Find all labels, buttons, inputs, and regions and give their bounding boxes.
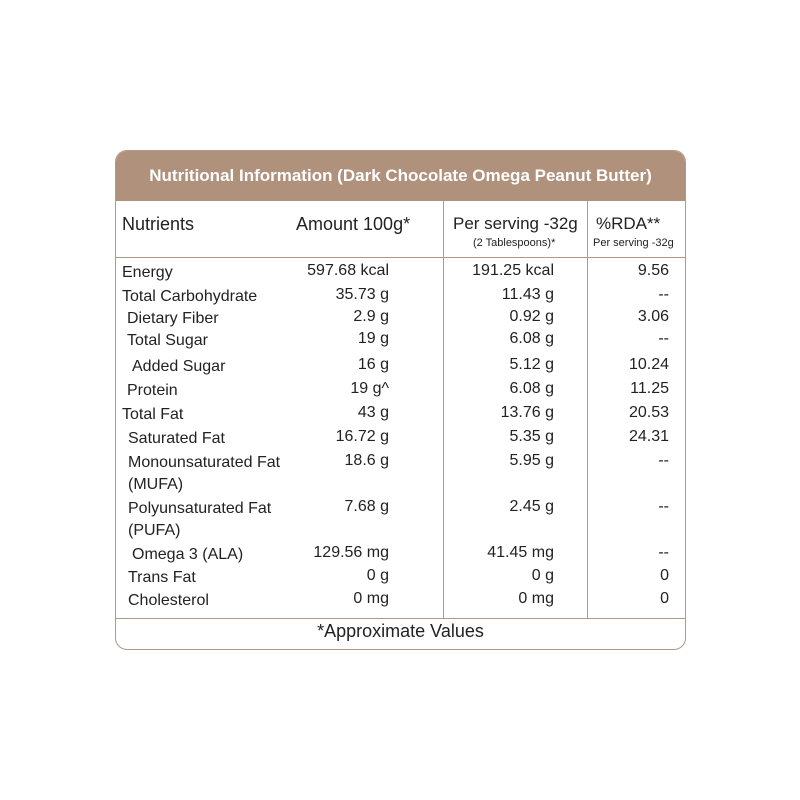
nutrient-name: Saturated Fat [128,430,225,447]
nutrient-name: Protein [127,382,178,399]
amount-100g: 18.6 g [344,452,389,469]
amount-serving: 5.35 g [509,428,554,445]
amount-100g: 35.73 g [335,286,389,303]
footnote: *Approximate Values [317,621,484,641]
nutrition-table: Nutritional Information (Dark Chocolate … [115,150,686,650]
footer-divider [116,618,685,619]
column-subheader: (2 Tablespoons)* [473,237,556,249]
rda-value: 9.56 [637,262,669,279]
nutrient-name: Total Sugar [127,332,208,349]
rda-value: 11.25 [630,380,669,397]
nutrient-name: Energy [122,264,173,281]
amount-serving: 2.45 g [509,498,554,515]
amount-100g: 19 g^ [350,380,389,397]
rda-value: 10.24 [628,356,669,373]
nutrient-name: Trans Fat [128,569,196,586]
amount-serving: 41.45 mg [487,544,554,561]
rda-value: 20.53 [628,404,669,421]
amount-100g: 129.56 mg [313,544,389,561]
amount-serving: 6.08 g [509,330,554,347]
nutrient-name: Cholesterol [128,592,209,609]
column-subheader: Per serving -32g [593,237,674,249]
amount-serving: 11.43 g [501,286,554,303]
amount-serving: 0.92 g [509,308,554,325]
column-divider [587,201,588,618]
column-header: Amount 100g* [296,214,411,234]
column-header: %RDA** [596,214,661,233]
column-header: Nutrients [122,214,195,234]
amount-serving: 0 mg [518,590,554,607]
nutrient-name: Total Fat [122,406,184,423]
nutrient-name: Monounsaturated Fat (MUFA) [128,454,281,493]
amount-100g: 16.72 g [335,428,389,445]
nutrient-name: Omega 3 (ALA) [132,546,244,563]
rda-value: 24.31 [628,428,669,445]
amount-100g: 19 g [357,330,389,347]
rda-value: 3.06 [637,308,669,325]
rda-value: -- [658,330,669,347]
amount-serving: 5.95 g [509,452,554,469]
rda-value: -- [658,544,669,561]
amount-serving: 6.08 g [509,380,554,397]
rda-value: 0 [660,590,669,607]
table-title: Nutritional Information (Dark Chocolate … [116,151,685,201]
amount-100g: 7.68 g [344,498,389,515]
nutrient-name: Dietary Fiber [127,310,219,327]
rda-value: -- [658,286,669,303]
amount-100g: 597.68 kcal [307,262,389,279]
nutrient-name: Polyunsaturated Fat (PUFA) [128,500,272,539]
amount-serving: 191.25 kcal [472,262,554,279]
nutrient-name: Added Sugar [132,358,226,375]
amount-serving: 0 g [531,567,554,584]
amount-serving: 5.12 g [509,356,554,373]
amount-100g: 16 g [357,356,389,373]
header-divider [116,257,685,258]
rda-value: -- [658,452,669,469]
rda-value: -- [658,498,669,515]
amount-100g: 43 g [357,404,389,421]
amount-100g: 0 g [366,567,389,584]
rda-value: 0 [660,567,669,584]
amount-100g: 0 mg [353,590,389,607]
amount-serving: 13.76 g [500,404,554,421]
nutrient-name: Total Carbohydrate [122,288,258,305]
amount-100g: 2.9 g [353,308,389,325]
column-divider [443,201,444,618]
column-header: Per serving -32g [453,214,578,233]
